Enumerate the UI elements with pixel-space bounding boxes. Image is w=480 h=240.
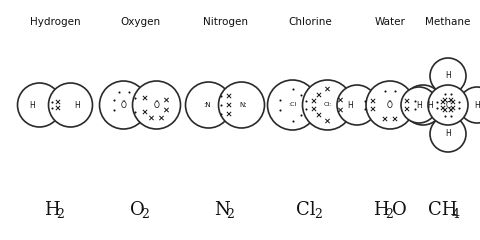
Text: H: H (347, 101, 353, 109)
Text: 2: 2 (141, 209, 149, 222)
Text: 4: 4 (452, 209, 460, 222)
Circle shape (403, 85, 443, 125)
Circle shape (132, 81, 180, 129)
Circle shape (459, 87, 480, 123)
Text: H: H (427, 101, 433, 109)
Circle shape (302, 80, 352, 130)
Circle shape (185, 82, 231, 128)
Text: Methane: Methane (425, 17, 471, 27)
Circle shape (366, 81, 414, 129)
Text: H: H (445, 72, 451, 80)
Text: H: H (44, 201, 60, 219)
Circle shape (48, 83, 93, 127)
Text: H: H (474, 101, 480, 109)
Circle shape (401, 87, 437, 123)
Circle shape (17, 83, 61, 127)
Text: H: H (373, 201, 389, 219)
Text: Ö: Ö (120, 101, 126, 109)
Text: 2: 2 (385, 209, 393, 222)
Text: H: H (74, 101, 80, 109)
Text: H: H (30, 101, 36, 109)
Text: N: N (214, 201, 230, 219)
Text: Chlorine: Chlorine (288, 17, 332, 27)
Circle shape (99, 81, 147, 129)
Text: C: C (445, 101, 451, 109)
Text: Nitrogen: Nitrogen (203, 17, 248, 27)
Text: O: O (392, 201, 407, 219)
Circle shape (218, 82, 264, 128)
Circle shape (430, 116, 466, 152)
Text: O: O (130, 201, 144, 219)
Text: 2: 2 (226, 209, 234, 222)
Circle shape (428, 85, 468, 125)
Text: Ö: Ö (387, 101, 393, 109)
Text: Hydrogen: Hydrogen (30, 17, 80, 27)
Text: :N: :N (203, 102, 210, 108)
Circle shape (267, 80, 317, 130)
Text: Water: Water (374, 17, 406, 27)
Circle shape (337, 85, 377, 125)
Circle shape (430, 58, 466, 94)
Text: CH: CH (428, 201, 458, 219)
Text: 2: 2 (56, 209, 64, 222)
Text: H: H (445, 130, 451, 138)
Text: N:: N: (240, 102, 247, 108)
Text: :Cl: :Cl (288, 102, 297, 108)
Text: H: H (416, 101, 422, 109)
Text: Cl:: Cl: (324, 102, 332, 108)
Text: Cl: Cl (296, 201, 316, 219)
Text: Oxygen: Oxygen (120, 17, 160, 27)
Text: 2: 2 (314, 209, 322, 222)
Text: Ö: Ö (154, 101, 159, 109)
